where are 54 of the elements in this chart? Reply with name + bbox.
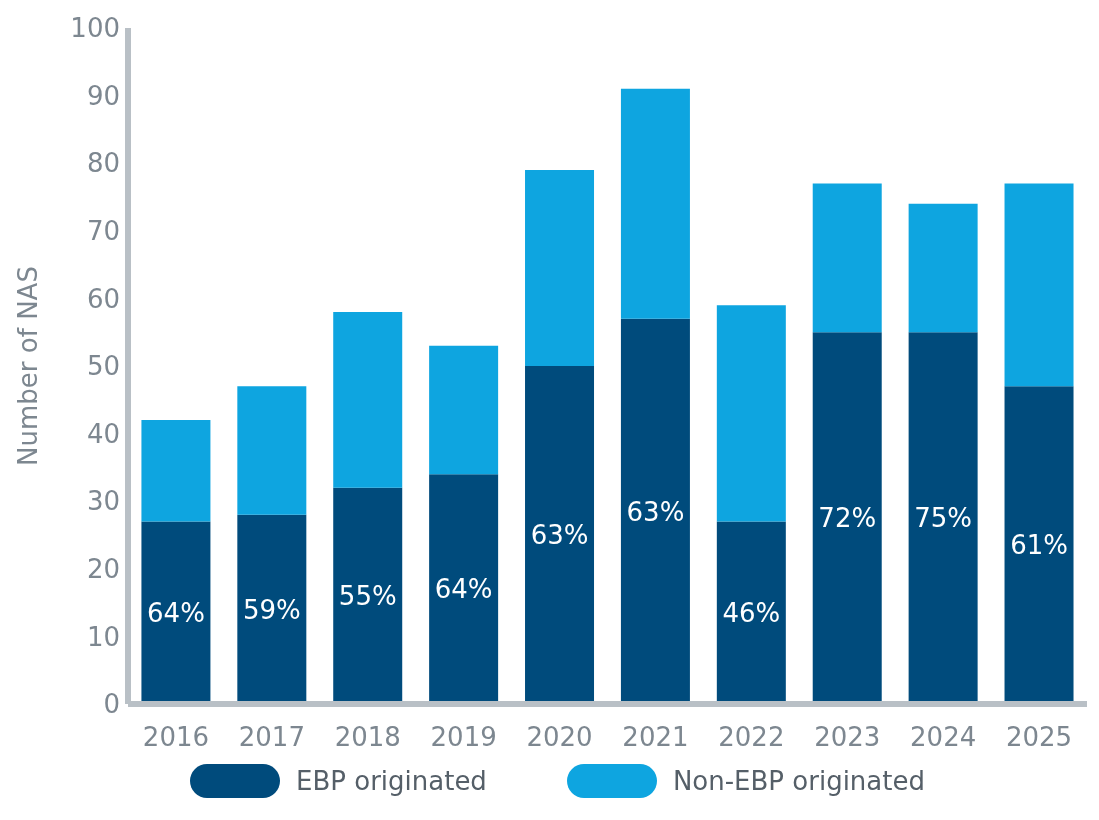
annotation: 75% (914, 503, 973, 534)
bar (141, 521, 211, 704)
bar (620, 318, 690, 704)
legend-label: EBP originated (296, 766, 487, 796)
x-tick-label: 2025 (1005, 722, 1073, 753)
x-tick-label: 2024 (910, 722, 977, 753)
bar (333, 311, 403, 488)
annotation: 46% (722, 597, 781, 628)
annotation: 64% (147, 597, 205, 628)
x-tick-label: 2017 (238, 722, 305, 753)
x-tick-label: 2020 (526, 722, 593, 753)
y-tick-label: 30 (86, 486, 120, 517)
x-tick-label: 2016 (142, 722, 210, 753)
bar (525, 169, 595, 366)
x-tick-label: 2019 (430, 722, 497, 753)
y-tick-label: 90 (86, 80, 120, 111)
bar (908, 332, 978, 704)
bar (429, 474, 499, 704)
y-tick-label: 100 (70, 13, 120, 44)
x-tick-label: 2018 (334, 722, 401, 753)
y-tick-label: 10 (86, 621, 120, 652)
legend-label: Non-EBP originated (672, 766, 925, 796)
annotation: 55% (338, 581, 397, 612)
x-tick-label: 2023 (814, 722, 881, 753)
bar (237, 514, 307, 704)
annotation: 63% (530, 520, 589, 551)
bar (429, 345, 499, 475)
bar (333, 487, 403, 704)
annotation: 64% (434, 574, 493, 605)
bar (620, 88, 690, 319)
annotation: 59% (242, 594, 301, 625)
annotation: 72% (818, 503, 877, 534)
y-tick-label: 80 (86, 148, 120, 179)
y-tick-label: 0 (103, 689, 120, 720)
bar (716, 521, 786, 704)
bar (1004, 183, 1074, 387)
y-axis-title: Number of NAS (13, 266, 44, 466)
annotation: 63% (626, 496, 685, 527)
bar (1004, 386, 1074, 704)
bar (812, 332, 882, 704)
bar (525, 366, 595, 704)
bar (812, 183, 882, 333)
x-tick-label: 2021 (622, 722, 689, 753)
y-tick-label: 40 (86, 418, 120, 449)
bar (908, 203, 978, 333)
annotation: 61% (1010, 530, 1068, 561)
bar (141, 420, 211, 522)
y-tick-label: 70 (86, 216, 120, 247)
y-tick-label: 50 (86, 351, 120, 382)
y-tick-label: 20 (86, 554, 120, 585)
x-tick-label: 2022 (718, 722, 785, 753)
bar (716, 305, 786, 522)
y-tick-label: 60 (86, 283, 120, 314)
bar (237, 386, 307, 515)
